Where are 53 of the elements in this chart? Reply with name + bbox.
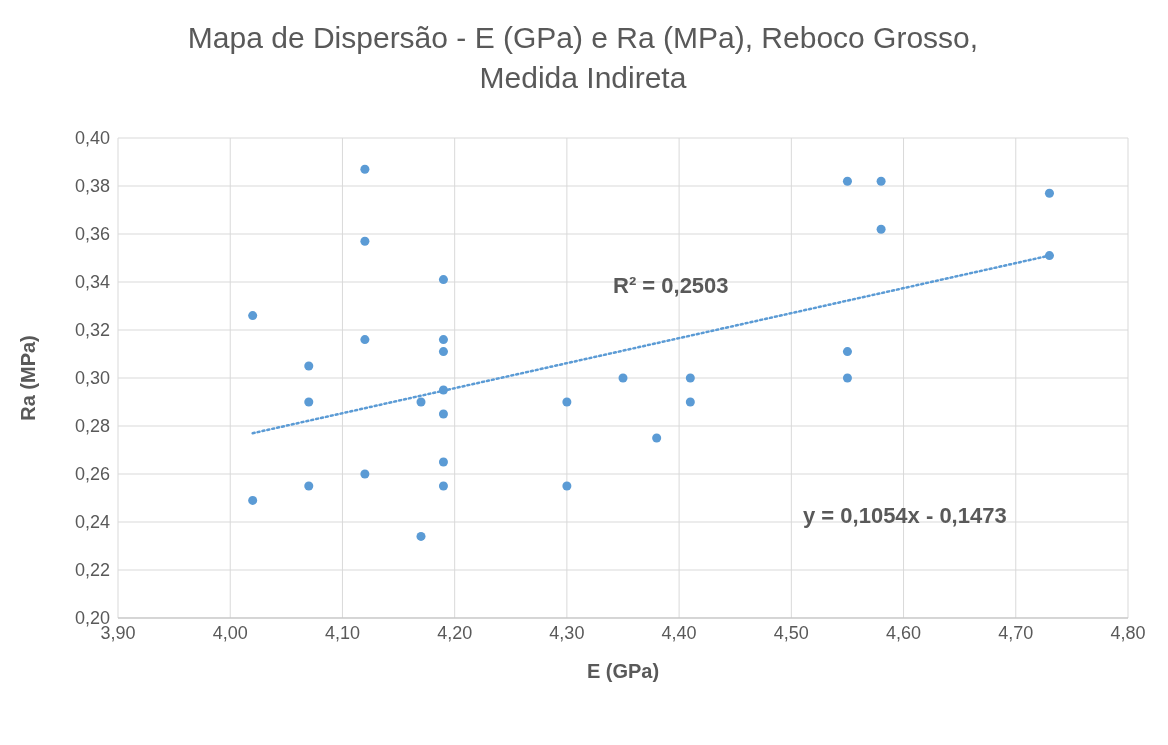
- x-tick-label: 4,70: [998, 622, 1034, 643]
- point: [842, 347, 852, 357]
- y-tick-label: 0,36: [74, 224, 110, 245]
- point: [438, 409, 448, 419]
- y-tick-label: 0,34: [74, 272, 110, 293]
- point: [248, 495, 258, 505]
- point: [562, 397, 572, 407]
- point: [438, 481, 448, 491]
- x-tick-label: 4,20: [437, 622, 473, 643]
- point: [438, 347, 448, 357]
- point: [438, 457, 448, 467]
- point: [360, 335, 370, 345]
- annotation: R² = 0,2503: [613, 273, 729, 299]
- point: [618, 373, 628, 383]
- point: [652, 433, 662, 443]
- point: [685, 373, 695, 383]
- y-axis-title: Ra (MPa): [17, 335, 40, 421]
- x-axis-title: E (GPa): [586, 660, 660, 682]
- point: [304, 481, 314, 491]
- point: [360, 469, 370, 479]
- x-tick-label: 4,80: [1110, 622, 1146, 643]
- point: [360, 164, 370, 174]
- point: [842, 176, 852, 186]
- annotation: y = 0,1054x - 0,1473: [803, 503, 1007, 529]
- point: [304, 397, 314, 407]
- point: [438, 275, 448, 285]
- y-tick-label: 0,32: [74, 320, 110, 341]
- x-tick-label: 4,50: [773, 622, 809, 643]
- y-tick-label: 0,30: [74, 368, 110, 389]
- x-tick-label: 4,10: [324, 622, 360, 643]
- y-tick-label: 0,38: [74, 176, 110, 197]
- x-tick-label: 4,60: [886, 622, 922, 643]
- chart-title: Mapa de Dispersão - E (GPa) e Ra (MPa), Reboco Grosso, Medida Indireta: [186, 20, 980, 96]
- point: [304, 361, 314, 371]
- point: [562, 481, 572, 491]
- x-tick-label: 4,40: [661, 622, 697, 643]
- point: [416, 397, 426, 407]
- point: [248, 311, 258, 321]
- y-tick-label: 0,22: [74, 560, 110, 581]
- point: [685, 397, 695, 407]
- point: [1044, 188, 1054, 198]
- point: [842, 373, 852, 383]
- x-tick-label: 4,30: [549, 622, 585, 643]
- point: [360, 236, 370, 246]
- point: [876, 176, 886, 186]
- point: [438, 335, 448, 345]
- y-tick-label: 0,28: [74, 416, 110, 437]
- point: [876, 224, 886, 234]
- y-tick-label: 0,24: [74, 512, 110, 533]
- y-tick-label: 0,40: [74, 128, 110, 149]
- y-tick-label: 0,26: [74, 464, 110, 485]
- x-tick-label: 4,00: [212, 622, 248, 643]
- point: [416, 531, 426, 541]
